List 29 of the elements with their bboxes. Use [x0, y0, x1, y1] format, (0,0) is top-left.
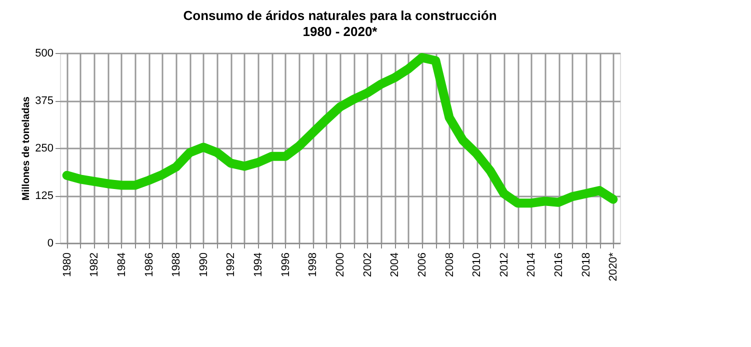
x-tick-label: 1988 — [170, 252, 183, 277]
y-tick-label: 375 — [35, 95, 54, 107]
x-tick-label: 2004 — [389, 252, 402, 277]
chart-title: Consumo de áridos naturales para la construcción — [183, 8, 497, 23]
x-tick-label: 1984 — [116, 252, 128, 277]
x-tick-label: 2006 — [416, 252, 428, 277]
x-tick-label: 2018 — [580, 252, 592, 277]
x-tick-label: 1994 — [252, 252, 265, 277]
y-axis-title: Millones de toneladas — [21, 96, 32, 200]
x-tick-label: 2010 — [471, 252, 484, 277]
x-tick-label: 2020* — [608, 252, 620, 282]
y-tick-label: 500 — [35, 48, 54, 60]
y-tick-label: 0 — [47, 238, 54, 250]
x-tick-label: 1980 — [61, 252, 74, 277]
y-tick-label: 125 — [35, 190, 54, 202]
chart-subtitle: 1980 - 2020* — [302, 24, 378, 39]
x-tick-label: 1982 — [88, 252, 101, 277]
x-tick-label: 1998 — [307, 252, 320, 277]
x-tick-label: 2012 — [498, 252, 510, 277]
x-tick-label: 1986 — [143, 252, 156, 277]
x-tick-label: 2016 — [553, 252, 566, 277]
x-tick-label: 2008 — [444, 252, 456, 277]
x-tick-label: 2000 — [334, 252, 346, 277]
x-tick-label: 1992 — [225, 252, 238, 277]
y-tick-label: 250 — [35, 142, 54, 154]
x-tick-label: 1990 — [198, 252, 210, 277]
x-tick-label: 2014 — [526, 252, 538, 277]
x-tick-label: 2002 — [362, 252, 374, 277]
x-tick-label: 1996 — [280, 252, 292, 277]
